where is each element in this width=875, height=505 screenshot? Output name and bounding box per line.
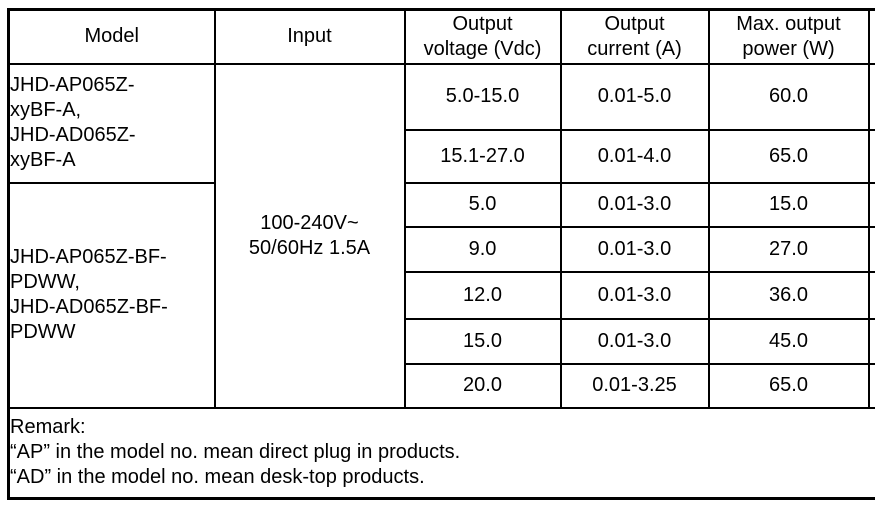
cropped-column-header <box>867 8 875 65</box>
cell-max-power: 45.0 <box>707 317 870 365</box>
model-line: JHD-AP065Z- <box>10 74 135 96</box>
cell-max-power: 65.0 <box>707 128 870 184</box>
cell-max-power: 15.0 <box>707 181 870 228</box>
model-line: JHD-AD065Z-BF- <box>10 296 168 318</box>
cell-max-power: 60.0 <box>707 62 870 131</box>
remark-cell: Remark: “AP” in the model no. mean direc… <box>7 406 875 500</box>
remark-note: “AP” in the model no. mean direct plug i… <box>10 441 461 464</box>
table-row: 15.0 0.01-3.0 45.0 <box>9 317 875 365</box>
cell-output-voltage: 5.0 <box>403 181 562 228</box>
cropped-column-cell <box>867 225 875 273</box>
col-header-label-line: Output <box>452 12 513 35</box>
input-line: 50/60Hz 1.5A <box>248 236 371 259</box>
cell-output-voltage: 20.0 <box>403 362 562 409</box>
col-header-output-current: Output current (A) <box>559 8 710 65</box>
table-row: JHD-AP065Z- xyBF-A, JHD-AD065Z- xyBF-A 1… <box>7 62 875 409</box>
cell-max-power: 27.0 <box>707 225 870 273</box>
cropped-column-cell <box>867 362 875 409</box>
remark-row: Remark: “AP” in the model no. mean direc… <box>7 406 875 500</box>
cell-input: 100-240V~ 50/60Hz 1.5A <box>213 62 406 409</box>
cell-output-current: 0.01-3.25 <box>559 362 710 409</box>
cell-output-current: 0.01-3.0 <box>559 270 710 320</box>
cell-output-current: 0.01-3.0 <box>559 181 710 228</box>
header-row: Model Input Output voltage (Vdc) Output … <box>7 8 875 65</box>
model-line: JHD-AP065Z-BF- <box>10 246 167 268</box>
cell-output-current: 0.01-3.0 <box>559 317 710 365</box>
cell-max-power: 65.0 <box>707 362 870 409</box>
remark-title: Remark: <box>10 416 86 439</box>
col-header-label-line: Output <box>604 12 665 35</box>
table-row: 9.0 0.01-3.0 27.0 <box>9 225 875 273</box>
table-row: 15.1-27.0 0.01-4.0 65.0 <box>9 128 875 184</box>
col-header-label: Model <box>84 25 139 48</box>
col-header-label-line: voltage (Vdc) <box>423 37 542 60</box>
cropped-column-cell <box>867 62 875 131</box>
cell-output-voltage: 5.0-15.0 <box>403 62 562 131</box>
cell-output-voltage: 15.0 <box>403 317 562 365</box>
cell-output-voltage: 9.0 <box>403 225 562 273</box>
model-line: PDWW, <box>10 271 81 293</box>
remark-note: “AD” in the model no. mean desk-top prod… <box>10 466 425 489</box>
cell-output-voltage: 15.1-27.0 <box>403 128 562 184</box>
cell-max-power: 36.0 <box>707 270 870 320</box>
model-line: PDWW <box>10 321 76 343</box>
spec-table: Model Input Output voltage (Vdc) Output … <box>7 8 875 500</box>
table-row: JHD-AP065Z-BF- PDWW, JHD-AD065Z-BF- PDWW… <box>7 181 875 409</box>
cell-output-current: 0.01-4.0 <box>559 128 710 184</box>
cropped-column-cell <box>867 128 875 184</box>
col-header-output-voltage: Output voltage (Vdc) <box>403 8 562 65</box>
cell-output-current: 0.01-5.0 <box>559 62 710 131</box>
col-header-label-line: Max. output <box>736 12 841 35</box>
cell-output-voltage: 12.0 <box>403 270 562 320</box>
cropped-column-cell <box>867 181 875 228</box>
table-row: 20.0 0.01-3.25 65.0 <box>9 362 875 409</box>
table-row: 12.0 0.01-3.0 36.0 <box>9 270 875 320</box>
cropped-column-cell <box>867 317 875 365</box>
col-header-model: Model <box>7 8 216 65</box>
input-line: 100-240V~ <box>260 211 359 234</box>
model-line: xyBF-A, <box>10 99 82 121</box>
cell-model-group-2: JHD-AP065Z-BF- PDWW, JHD-AD065Z-BF- PDWW <box>7 181 216 409</box>
col-header-label-line: current (A) <box>587 37 682 60</box>
model-line: JHD-AD065Z- <box>10 124 136 146</box>
col-header-label: Input <box>287 25 332 48</box>
col-header-input: Input <box>213 8 406 65</box>
col-header-label-line: power (W) <box>742 37 835 60</box>
cell-model-group-1: JHD-AP065Z- xyBF-A, JHD-AD065Z- xyBF-A <box>7 62 216 184</box>
cell-output-current: 0.01-3.0 <box>559 225 710 273</box>
cropped-column-cell <box>867 270 875 320</box>
col-header-max-power: Max. output power (W) <box>707 8 870 65</box>
model-line: xyBF-A <box>10 149 76 171</box>
